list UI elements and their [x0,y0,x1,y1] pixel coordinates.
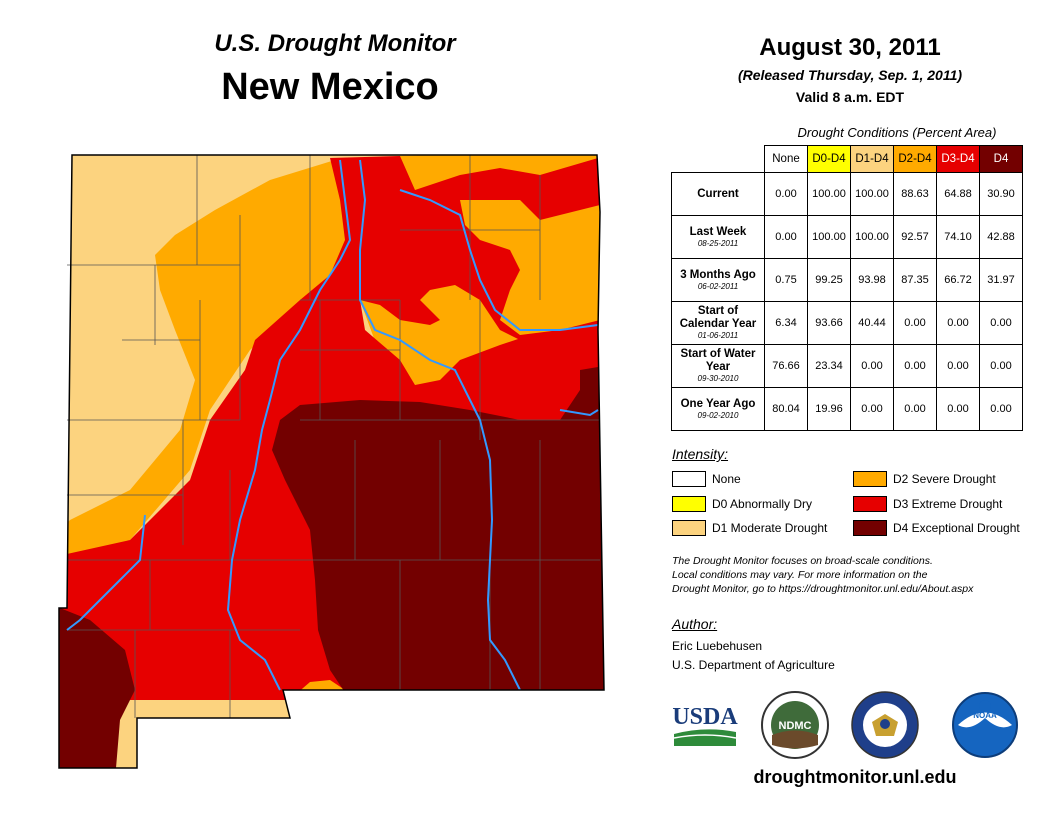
legend-d2: D2 Severe Drought [853,471,996,487]
table-row: Last Week 08-25-2011 0.00 100.00 100.00 9… [671,215,1023,259]
noaa-logo-icon: NOAA [952,692,1018,758]
legend-d4: D4 Exceptional Drought [853,520,1020,536]
commerce-seal-icon [851,691,919,759]
row-label: Start of Calendar Year 01-06-2011 [671,301,765,345]
row-label: Current [671,172,765,216]
row-label: One Year Ago 09-02-2010 [671,387,765,431]
legend-d3: D3 Extreme Drought [853,496,1002,512]
legend-title: Intensity: [672,446,729,462]
col-d1-d4: D1-D4 [850,145,894,173]
release-date: (Released Thursday, Sep. 1, 2011) [737,67,963,83]
state-outline [58,154,605,769]
row-label: Start of Water Year 09-30-2010 [671,344,765,388]
ndmc-logo-icon: NDMC [761,691,829,759]
legend-d0: D0 Abnormally Dry [672,496,812,512]
table-row: One Year Ago 09-02-2010 80.04 19.96 0.00 … [671,387,1023,431]
d4-southeast-region [272,365,604,700]
legend-swatch [672,471,706,487]
author-heading: Author: [672,616,718,632]
usda-logo-icon: USDA [672,704,738,746]
col-none: None [764,145,808,173]
col-d3-d4: D3-D4 [936,145,980,173]
county-lines [67,155,600,718]
legend-swatch [853,520,887,536]
drought-map [58,154,605,769]
col-d2-d4: D2-D4 [893,145,937,173]
table-header-row: None D0-D4 D1-D4 D2-D4 D3-D4 D4 [671,145,1023,173]
legend-swatch [672,496,706,512]
monitor-title: U.S. Drought Monitor [214,30,456,57]
state-title: New Mexico [221,66,439,108]
footer-url: droughtmonitor.unl.edu [753,767,957,787]
svg-text:USDA: USDA [672,704,738,730]
conditions-table: None D0-D4 D1-D4 D2-D4 D3-D4 D4 Current … [671,145,1023,431]
map-date: August 30, 2011 [759,34,941,61]
legend-swatch [853,471,887,487]
author-org: U.S. Department of Agriculture [672,658,835,672]
svg-text:NOAA: NOAA [973,711,997,720]
table-row: Start of Water Year 09-30-2010 76.66 23.3… [671,344,1023,388]
author-info: Eric Luebehusen U.S. Department of Agric… [672,637,835,675]
author-name: Eric Luebehusen [672,639,763,653]
row-label: Last Week 08-25-2011 [671,215,765,259]
legend-none: None [672,471,741,487]
table-row: Start of Calendar Year 01-06-2011 6.34 93… [671,301,1023,345]
col-d4: D4 [979,145,1023,173]
col-d0-d4: D0-D4 [807,145,851,173]
legend-swatch [672,520,706,536]
d4-southwest-region [59,600,135,768]
table-row: Current 0.00 100.00 100.00 88.63 64.88 3… [671,172,1023,216]
table-row: 3 Months Ago 06-02-2011 0.75 99.25 93.98 … [671,258,1023,302]
row-label: 3 Months Ago 06-02-2011 [671,258,765,302]
rivers [66,159,599,691]
legend-d1: D1 Moderate Drought [672,520,827,536]
valid-time: Valid 8 a.m. EDT [795,89,905,105]
svg-text:NDMC: NDMC [779,720,812,732]
conditions-title: Drought Conditions (Percent Area) [797,125,997,140]
disclaimer-note: The Drought Monitor focuses on broad-sca… [672,555,974,595]
d2-northeast-pocket [460,200,600,335]
legend-swatch [853,496,887,512]
